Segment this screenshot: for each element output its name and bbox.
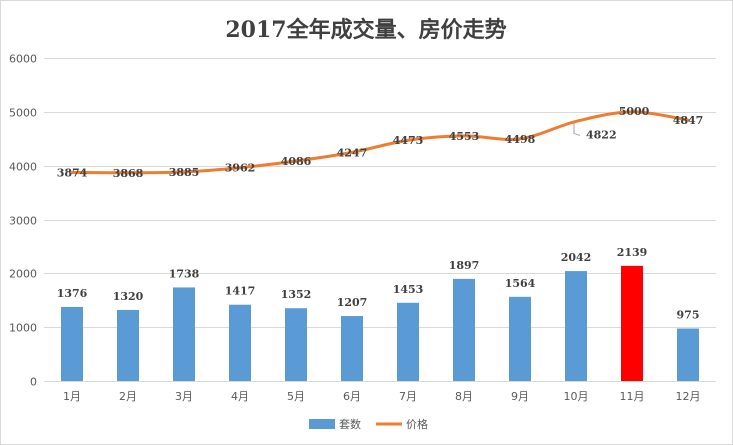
bar-data-label: 1320 (113, 290, 144, 303)
line-data-label: 5000 (619, 105, 650, 118)
bar (341, 316, 363, 381)
y-tick-label: 2000 (9, 268, 37, 281)
bar (117, 309, 139, 381)
line-data-label: 4822 (586, 128, 617, 141)
data-labels: 1376 1320 1738 1417 1352 1207 1453 1897 1564 2042… (57, 105, 704, 322)
x-tick-label: 2月 (119, 390, 137, 403)
line-data-label: 4473 (393, 134, 424, 147)
y-tick-label: 6000 (9, 53, 37, 66)
x-tick-label: 3月 (175, 390, 193, 403)
line-data-label: 4847 (673, 114, 704, 127)
x-tick-label: 7月 (399, 390, 417, 403)
bar-data-label: 1207 (337, 296, 368, 309)
chart-title: 2017全年成交量、房价走势 (225, 17, 506, 43)
bar-data-label: 1352 (281, 288, 312, 301)
price-line (70, 110, 690, 175)
legend: 套数 价格 (309, 417, 428, 431)
x-tick-label: 6月 (343, 390, 361, 403)
x-tick-label: 4月 (231, 390, 249, 403)
x-tick-label: 1月 (63, 390, 81, 403)
bar (453, 278, 475, 381)
x-tick-label: 5月 (287, 390, 305, 403)
line-data-label: 4086 (281, 155, 312, 168)
bar (509, 296, 531, 381)
grid (44, 58, 716, 382)
legend-label-line: 价格 (406, 417, 428, 431)
y-tick-label: 1000 (9, 322, 37, 335)
line-series (70, 110, 690, 175)
bar-data-label: 2139 (617, 246, 648, 259)
x-axis-ticks: 1月 2月 3月 4月 5月 6月 7月 8月 9月 10月 11月 12月 (63, 390, 701, 403)
bar (565, 271, 587, 381)
bar-data-label: 1376 (57, 287, 88, 300)
bar-data-label: 1453 (393, 283, 424, 296)
bar-data-label: 1417 (225, 285, 256, 298)
bar (229, 304, 251, 381)
line-data-label: 4553 (449, 130, 480, 143)
line-data-label: 3885 (169, 166, 200, 179)
legend-swatch-bar (309, 419, 335, 429)
bar-data-label: 975 (677, 309, 700, 322)
line-data-label: 3962 (225, 162, 256, 175)
x-tick-label: 10月 (564, 390, 589, 403)
x-tick-label: 9月 (511, 390, 529, 403)
bar (397, 302, 419, 381)
bar-data-label: 2042 (561, 251, 592, 264)
y-tick-label: 4000 (9, 161, 37, 174)
y-axis-ticks: 0 1000 2000 3000 4000 5000 6000 (9, 53, 37, 389)
bar (61, 306, 83, 381)
bar-series (61, 265, 699, 381)
y-tick-label: 5000 (9, 107, 37, 120)
bar-data-label: 1738 (169, 267, 200, 280)
x-tick-label: 12月 (676, 390, 701, 403)
bar (621, 265, 643, 381)
x-tick-label: 8月 (455, 390, 473, 403)
y-tick-label: 3000 (9, 215, 37, 228)
line-data-label: 4247 (337, 146, 368, 159)
bar (173, 287, 195, 381)
line-data-label: 4498 (505, 133, 536, 146)
bar (285, 308, 307, 381)
bar-data-label: 1897 (449, 259, 480, 272)
y-tick-label: 0 (30, 376, 37, 389)
leader-line (573, 123, 581, 136)
bar-data-label: 1564 (505, 277, 536, 290)
line-data-label: 3874 (57, 166, 88, 179)
bar (677, 328, 699, 381)
legend-label-bar: 套数 (339, 418, 361, 431)
x-tick-label: 11月 (620, 390, 645, 403)
line-data-label: 3868 (113, 167, 144, 180)
